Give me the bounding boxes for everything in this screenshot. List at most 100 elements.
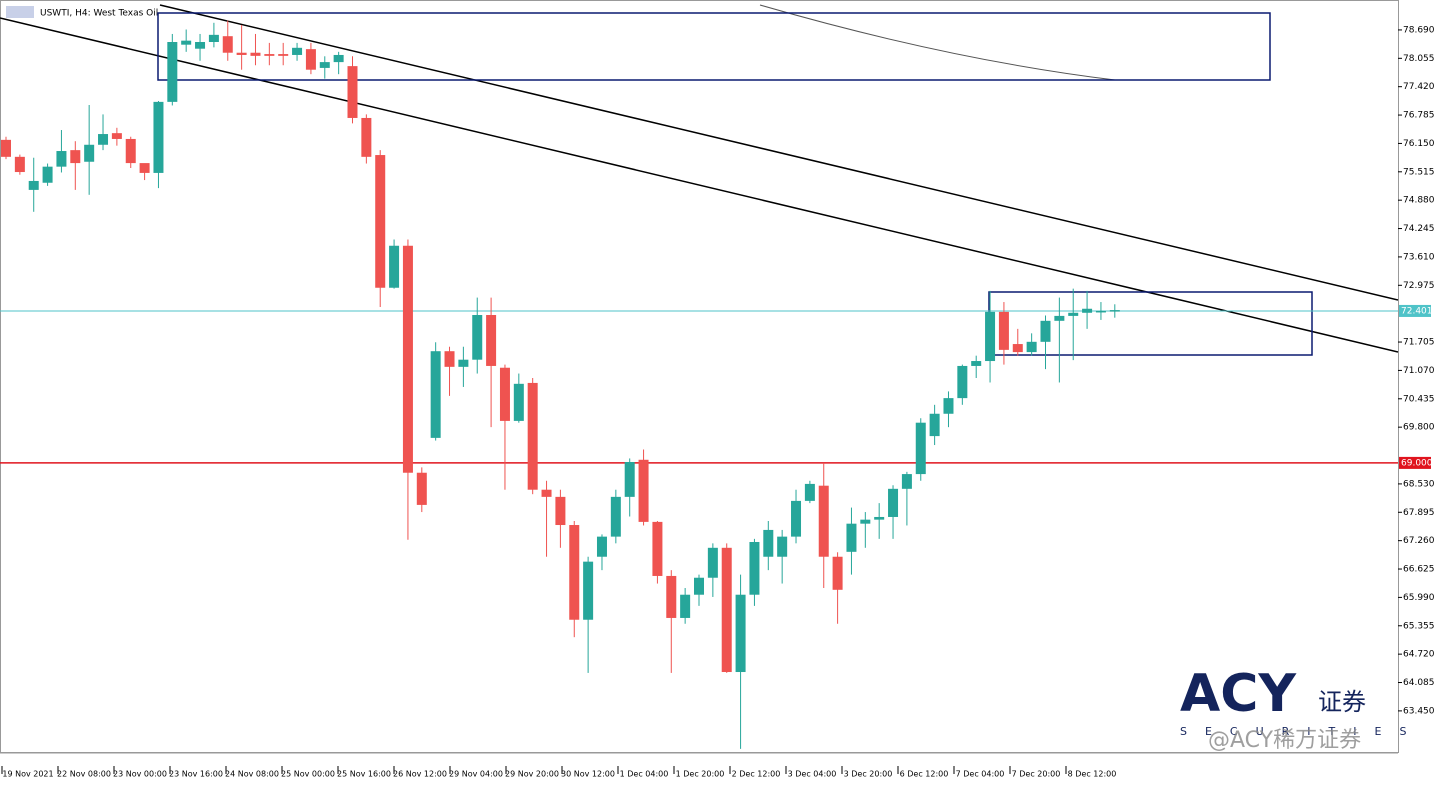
- candle-body: [998, 311, 1009, 350]
- chart-title: USWTI, H4: West Texas Oil: [40, 9, 158, 19]
- candle-body: [28, 180, 39, 190]
- candle-body: [430, 351, 441, 438]
- candle-body: [652, 521, 663, 576]
- y-tick-label: 67.260: [1403, 536, 1435, 546]
- y-tick-label: 66.625: [1403, 565, 1435, 575]
- x-tick-label: 29 Nov 04:00: [449, 770, 503, 779]
- y-tick-label: 77.420: [1403, 82, 1435, 92]
- candle-body: [84, 144, 95, 162]
- y-tick-label: 76.150: [1403, 139, 1435, 149]
- watermark-handle: @ACY稀万证券: [1208, 728, 1361, 753]
- candle-body: [1109, 310, 1120, 312]
- x-tick-label: 6 Dec 12:00: [900, 770, 949, 779]
- candle-body: [56, 151, 67, 167]
- y-tick-label: 67.895: [1403, 508, 1435, 518]
- y-tick-label: 64.085: [1403, 678, 1435, 688]
- candle-body: [624, 462, 635, 497]
- y-tick-label: 70.435: [1403, 394, 1435, 404]
- candle-body: [458, 359, 469, 367]
- y-tick-label: 71.705: [1403, 338, 1435, 348]
- candle-body: [167, 42, 178, 102]
- x-tick-label: 1 Dec 20:00: [676, 770, 725, 779]
- zone-box: [157, 12, 1271, 81]
- candle-body: [1095, 310, 1106, 313]
- x-tick-label: 2 Dec 12:00: [732, 770, 781, 779]
- y-tick-label: 73.610: [1403, 252, 1435, 262]
- candle-body: [1, 139, 11, 157]
- price-label-bg: [1399, 456, 1431, 469]
- x-tick-label: 3 Dec 04:00: [788, 770, 837, 779]
- candle-body: [929, 413, 940, 437]
- candle-body: [638, 459, 649, 522]
- candle-body: [901, 474, 912, 489]
- candle-body: [555, 496, 566, 526]
- candle-body: [527, 382, 538, 490]
- watermark-chinese: 证券: [1318, 688, 1366, 716]
- candle-body: [347, 66, 358, 118]
- candle-body: [70, 150, 81, 164]
- y-tick-label: 78.055: [1403, 54, 1435, 64]
- price-label: 72.401: [1401, 306, 1433, 316]
- candle-body: [278, 54, 289, 56]
- candle-body: [832, 556, 843, 590]
- x-tick-label: 7 Dec 20:00: [1012, 770, 1061, 779]
- watermark: ACY 证券 SECURITIES @ACY稀万证券: [1180, 664, 1406, 753]
- candle-body: [250, 52, 261, 56]
- x-tick-label: 3 Dec 20:00: [844, 770, 893, 779]
- candle-body: [721, 547, 732, 673]
- y-tick-label: 68.530: [1403, 479, 1435, 489]
- y-tick-label: 74.245: [1403, 224, 1435, 234]
- x-tick-label: 22 Nov 08:00: [57, 770, 111, 779]
- y-tick-label: 69.800: [1403, 423, 1435, 433]
- candle-body: [181, 40, 192, 45]
- y-tick-label: 78.690: [1403, 25, 1435, 35]
- candle-body: [818, 485, 829, 557]
- x-tick-label: 23 Nov 00:00: [113, 770, 167, 779]
- candle-body: [1040, 320, 1051, 342]
- x-tick-label: 26 Nov 12:00: [393, 770, 447, 779]
- candle-body: [888, 488, 899, 517]
- candle-body: [957, 365, 968, 399]
- candle-body: [319, 62, 330, 68]
- candle-body: [943, 398, 954, 414]
- candle-body: [333, 54, 344, 63]
- candle-body: [680, 594, 691, 618]
- y-tick-label: 64.720: [1403, 650, 1435, 660]
- candle-body: [139, 163, 150, 173]
- candle-body: [860, 519, 871, 524]
- candle-body: [14, 156, 25, 173]
- y-tick-label: 74.880: [1403, 196, 1435, 206]
- candle-body: [153, 101, 164, 173]
- candle-body: [610, 496, 621, 537]
- candle-body: [846, 523, 857, 552]
- candle-body: [971, 361, 982, 366]
- trendline: [0, 17, 1399, 353]
- candle-body: [541, 489, 552, 497]
- candle-body: [1012, 344, 1023, 353]
- y-tick-label: 76.785: [1403, 111, 1435, 121]
- y-tick-label: 65.990: [1403, 593, 1435, 603]
- x-tick-label: 7 Dec 04:00: [956, 770, 1005, 779]
- price-label-bg: [1399, 304, 1431, 317]
- candle-body: [666, 575, 677, 618]
- candle-body: [499, 367, 510, 421]
- candle-body: [98, 134, 109, 145]
- candle-body: [236, 52, 247, 55]
- x-tick-label: 29 Nov 20:00: [505, 770, 559, 779]
- candle-body: [915, 422, 926, 475]
- y-tick-label: 63.450: [1403, 706, 1435, 716]
- candle-body: [1068, 312, 1079, 316]
- candle-body: [486, 315, 497, 366]
- x-tick-label: 25 Nov 16:00: [337, 770, 391, 779]
- candle-body: [264, 54, 275, 56]
- candle-body: [694, 577, 704, 595]
- candle-body: [195, 42, 206, 49]
- candle-body: [777, 536, 788, 557]
- candle-body: [735, 594, 746, 673]
- candle-body: [361, 117, 372, 157]
- candle-body: [804, 483, 815, 501]
- curve-line: [759, 4, 1116, 81]
- candle-body: [791, 500, 802, 537]
- watermark-brand: ACY: [1180, 664, 1297, 724]
